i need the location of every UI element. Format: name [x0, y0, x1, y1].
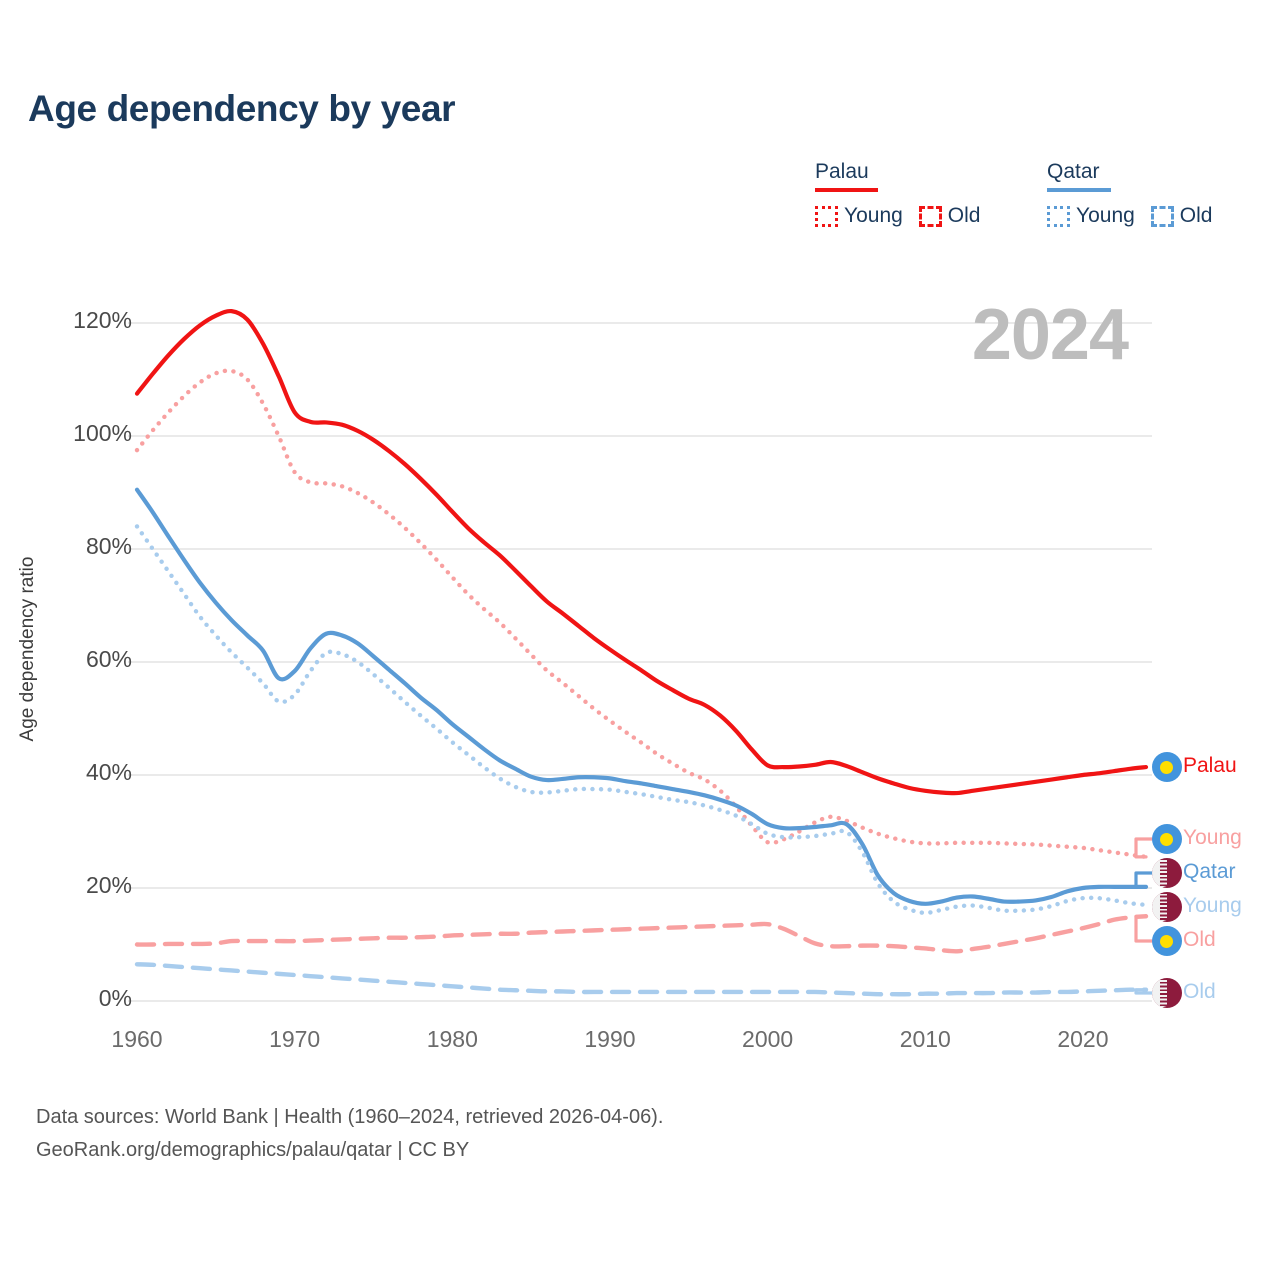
leader-line — [1134, 837, 1154, 859]
series-line-qatar-total — [134, 487, 1149, 906]
series-line-palau-old — [134, 914, 1149, 954]
x-tick-label: 1970 — [269, 1026, 321, 1052]
flag-marker-palau-icon — [1152, 752, 1182, 782]
x-tick-label: 1990 — [584, 1026, 636, 1052]
series-end-label: Old — [1183, 980, 1216, 1003]
legend-label-palau-old: Old — [947, 204, 981, 227]
legend-rule-qatar — [1047, 188, 1111, 192]
legend-label-qatar-young: Young — [1076, 204, 1135, 227]
series-line-qatar-old — [134, 962, 1149, 997]
plot-svg — [128, 308, 1154, 1002]
flag-marker-qatar-icon — [1152, 978, 1182, 1008]
x-tick-label: 2010 — [899, 1026, 951, 1052]
legend-country-qatar[interactable]: Qatar — [1047, 160, 1100, 183]
swatch-dashed-icon — [918, 205, 942, 227]
y-tick-label: 100% — [73, 420, 132, 446]
legend-item-palau-old[interactable]: Old — [918, 204, 981, 228]
leader-line — [1134, 871, 1154, 889]
legend-item-palau-young[interactable]: Young — [815, 204, 903, 228]
y-tick-label: 0% — [98, 985, 132, 1011]
legend-group-palau: Palau Young Old — [815, 160, 980, 228]
legend-group-qatar: Qatar Young Old — [1047, 160, 1212, 228]
leader-line — [1134, 988, 1154, 995]
flag-marker-palau-icon — [1152, 824, 1182, 854]
y-tick-label: 20% — [85, 872, 132, 898]
series-line-palau-young — [134, 368, 1149, 860]
attribution-line: GeoRank.org/demographics/palau/qatar | C… — [36, 1139, 470, 1161]
flag-marker-qatar-icon — [1152, 892, 1182, 922]
legend-label-palau-young: Young — [844, 204, 903, 227]
x-tick-label: 2000 — [742, 1026, 794, 1052]
year-watermark: 2024 — [971, 295, 1129, 375]
series-line-palau-total — [134, 308, 1149, 796]
legend-item-qatar-old[interactable]: Old — [1150, 204, 1213, 228]
chart-area: 2024 Age dependency ratio 0% 20% 40% 60% 80%… — [0, 0, 1280, 1080]
swatch-dotted-icon — [1047, 205, 1070, 227]
legend-label-qatar-old: Old — [1179, 204, 1213, 227]
flag-marker-palau-icon — [1152, 926, 1182, 956]
leader-line — [1134, 914, 1154, 943]
x-tick-label: 2020 — [1057, 1026, 1109, 1052]
footer: Data sources: World Bank | Health (1960–… — [36, 1106, 663, 1172]
flag-marker-qatar-icon — [1152, 858, 1182, 888]
y-tick-label: 60% — [85, 646, 132, 672]
legend-rule-palau — [815, 188, 878, 192]
data-sources-line: Data sources: World Bank | Health (1960–… — [36, 1106, 664, 1128]
legend-country-palau[interactable]: Palau — [815, 160, 869, 183]
series-end-label: Young — [1183, 826, 1242, 849]
swatch-dotted-icon — [815, 205, 838, 227]
series-end-label: Palau — [1183, 754, 1237, 777]
y-tick-label: 120% — [73, 307, 132, 333]
x-tick-label: 1980 — [426, 1026, 478, 1052]
series-end-label: Qatar — [1183, 860, 1236, 883]
y-tick-label: 40% — [85, 759, 132, 785]
y-tick-label: 80% — [85, 533, 132, 559]
page-title: Age dependency by year — [28, 88, 456, 129]
series-end-label: Young — [1183, 894, 1242, 917]
series-end-label: Old — [1183, 928, 1216, 951]
series-line-qatar-young — [134, 524, 1149, 916]
legend-item-qatar-young[interactable]: Young — [1047, 204, 1135, 228]
x-tick-label: 1960 — [111, 1026, 163, 1052]
swatch-dashed-icon — [1150, 205, 1174, 227]
